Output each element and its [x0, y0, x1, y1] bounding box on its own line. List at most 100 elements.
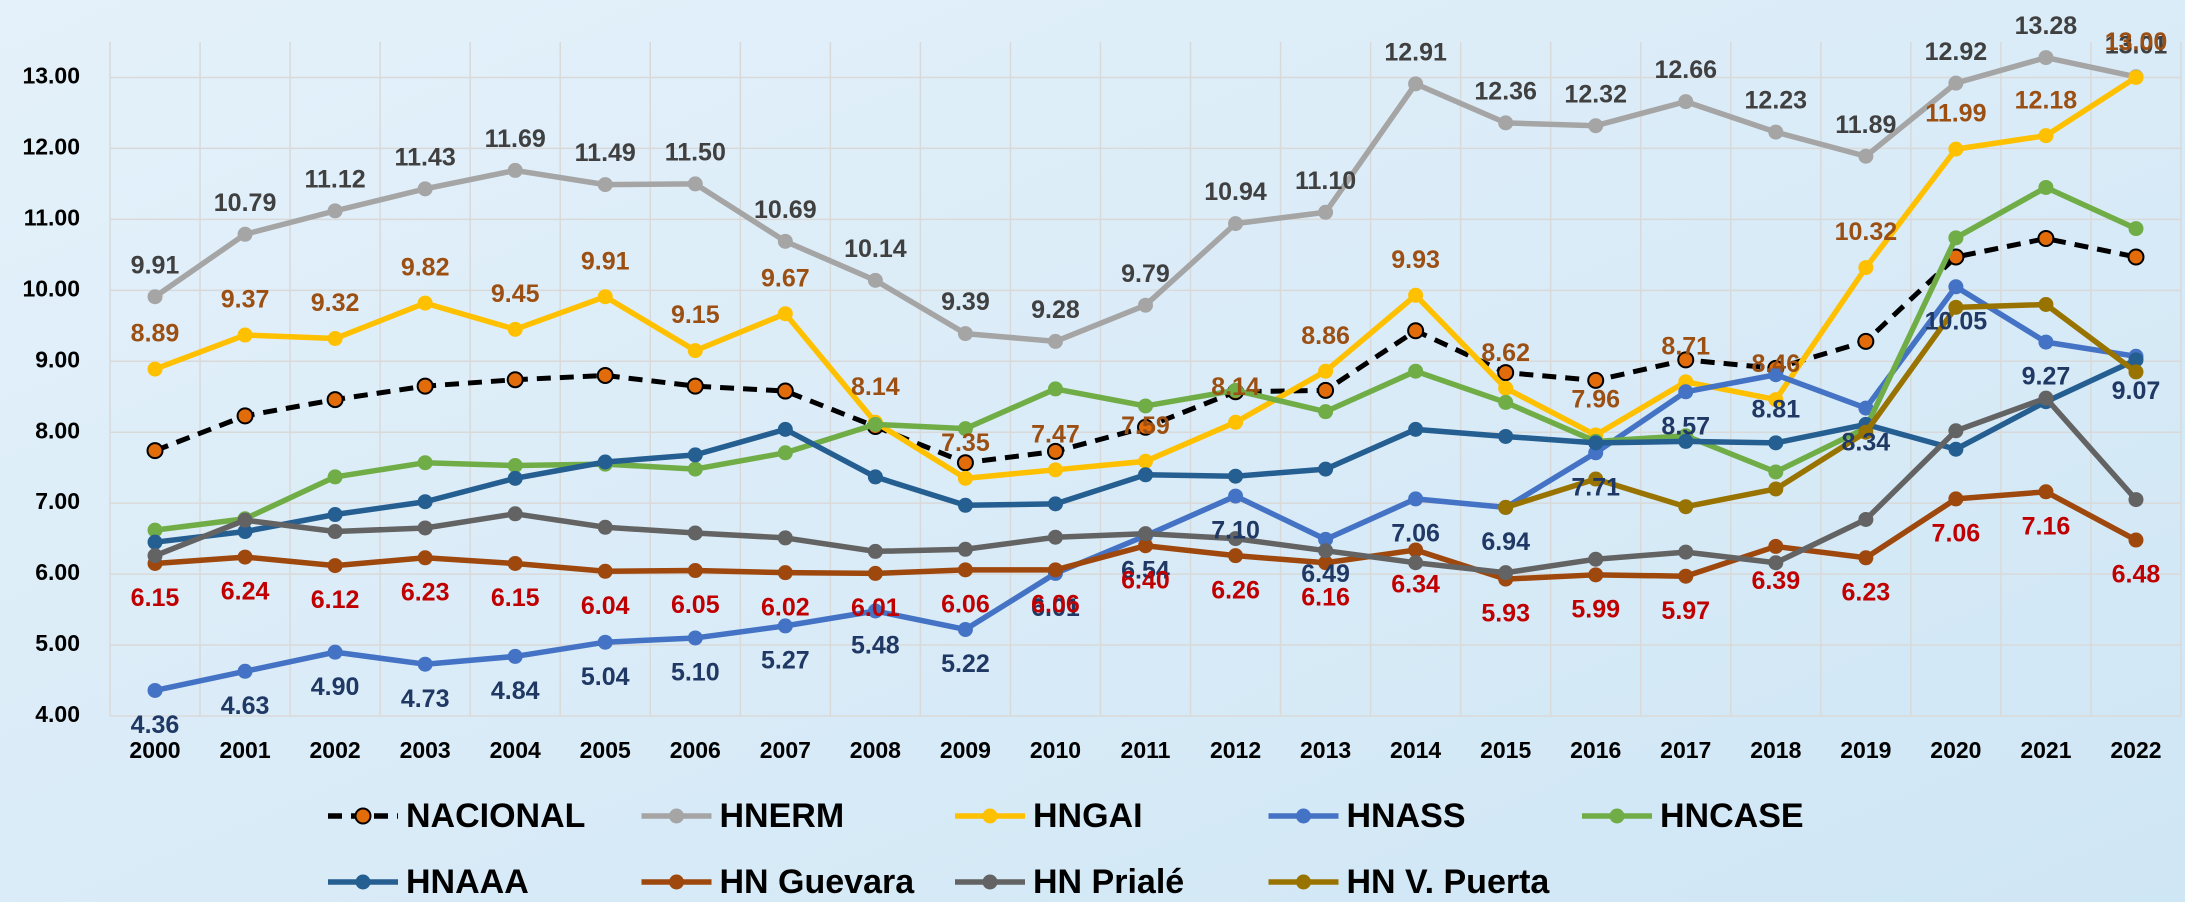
data-label: 4.84 [491, 677, 540, 705]
data-point [957, 621, 973, 637]
data-point [1047, 381, 1063, 397]
legend-label: HNASS [1347, 797, 1466, 835]
legend-label: HNCASE [1660, 797, 1804, 835]
data-label: 5.93 [1481, 600, 1530, 628]
data-label: 4.90 [311, 673, 360, 701]
legend-label: HN Prialé [1033, 863, 1184, 901]
data-point [2128, 364, 2144, 380]
data-point [1498, 394, 1514, 410]
x-tick-label: 2014 [1390, 737, 1441, 763]
data-label: 6.16 [1301, 583, 1350, 611]
y-tick-label: 5.00 [35, 630, 80, 656]
data-label: 12.92 [1925, 38, 1988, 66]
data-point [1768, 555, 1784, 571]
data-point [1228, 382, 1244, 398]
data-point [1318, 555, 1334, 571]
data-point [1588, 435, 1604, 451]
data-point [1138, 297, 1153, 313]
data-point [1047, 496, 1063, 512]
data-point [687, 447, 703, 463]
data-point [1678, 499, 1694, 515]
y-tick-label: 12.00 [22, 133, 80, 159]
data-point [1678, 568, 1694, 584]
data-label: 10.05 [1925, 307, 1988, 335]
data-label: 9.82 [401, 254, 450, 282]
data-label: 13.01 [2105, 31, 2168, 59]
data-point [597, 289, 613, 305]
data-point [1498, 499, 1514, 515]
x-tick-label: 2022 [2110, 737, 2161, 763]
y-tick-label: 11.00 [24, 204, 80, 230]
data-label: 11.69 [485, 125, 546, 153]
data-point [237, 226, 253, 242]
data-point [1588, 118, 1604, 134]
y-tick-label: 4.00 [35, 701, 80, 727]
data-point [1768, 392, 1784, 408]
data-point [237, 549, 253, 565]
data-point [957, 421, 973, 437]
data-point [1047, 462, 1063, 478]
legend-label: HN V. Puerta [1347, 863, 1551, 901]
y-tick-label: 6.00 [35, 559, 80, 585]
data-label: 4.73 [401, 685, 450, 713]
data-point [507, 555, 523, 571]
data-label: 5.27 [761, 647, 810, 675]
data-point [1948, 75, 1964, 91]
data-point [417, 550, 433, 566]
data-label: 7.16 [2022, 512, 2071, 540]
data-point [596, 366, 614, 384]
data-point [417, 520, 433, 536]
x-tick-label: 2010 [1030, 737, 1081, 763]
data-label: 6.12 [311, 586, 360, 614]
legend-marker [1609, 808, 1625, 824]
data-point [146, 442, 164, 460]
legend-label: HNERM [720, 797, 845, 835]
data-point [1678, 544, 1694, 560]
data-label: 11.10 [1295, 167, 1356, 195]
data-label: 9.15 [671, 301, 720, 329]
data-label: 6.15 [131, 584, 180, 612]
data-point [237, 512, 253, 528]
data-point [957, 562, 973, 578]
legend-label: HN Guevara [720, 863, 916, 901]
data-point [1768, 435, 1784, 451]
data-point [506, 371, 524, 389]
data-point [777, 421, 793, 437]
data-label: 6.24 [221, 578, 270, 606]
data-point [237, 524, 253, 540]
data-label: 6.23 [1842, 578, 1891, 606]
data-label: 9.32 [311, 289, 360, 317]
data-label: 6.06 [1031, 590, 1080, 618]
data-point [2038, 390, 2054, 406]
x-tick-label: 2004 [490, 737, 541, 763]
data-point [957, 470, 973, 486]
data-point [1318, 543, 1334, 559]
data-point [776, 382, 794, 400]
legend-marker [669, 874, 684, 890]
data-label: 6.15 [491, 584, 540, 612]
data-point [867, 416, 883, 432]
data-label: 7.96 [1571, 386, 1620, 414]
data-point [1137, 418, 1154, 436]
data-label: 8.71 [1661, 332, 1710, 360]
data-point [1768, 538, 1784, 554]
data-point [1948, 441, 1964, 457]
x-tick-label: 2001 [219, 737, 270, 763]
data-label: 8.14 [851, 373, 900, 401]
x-tick-label: 2005 [580, 737, 631, 763]
x-tick-label: 2009 [940, 737, 991, 763]
x-tick-label: 2008 [850, 737, 901, 763]
data-point [597, 177, 613, 193]
data-label: 5.99 [1571, 595, 1620, 623]
data-label: 7.59 [1121, 412, 1170, 440]
data-label: 10.79 [214, 189, 277, 217]
data-label: 6.04 [581, 592, 630, 620]
data-point [1768, 124, 1784, 140]
data-point [597, 634, 613, 650]
data-point [687, 630, 703, 646]
data-point [417, 295, 433, 311]
data-label: 6.06 [941, 590, 990, 618]
data-point [777, 618, 793, 634]
data-point [1228, 468, 1244, 484]
